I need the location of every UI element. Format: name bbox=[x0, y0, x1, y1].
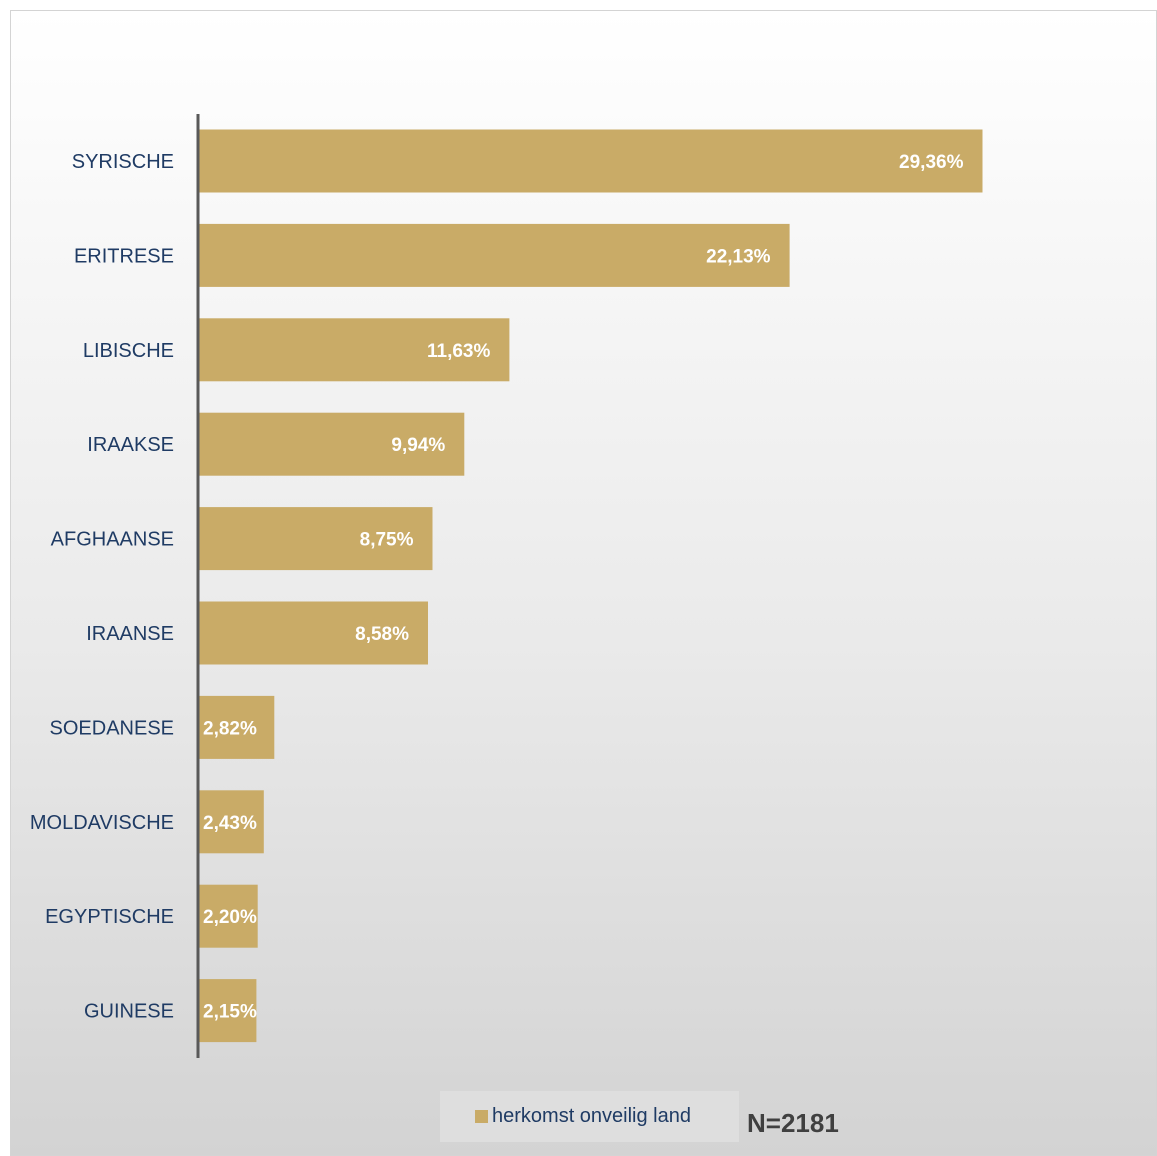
value-label: 2,43% bbox=[203, 813, 257, 834]
bar-afghaanse bbox=[199, 507, 433, 571]
category-label: EGYPTISCHE bbox=[45, 906, 174, 928]
legend-swatch bbox=[475, 1110, 488, 1123]
bar-soedanese bbox=[199, 695, 275, 759]
bar-libische bbox=[199, 318, 510, 382]
chart-frame bbox=[10, 10, 1157, 1156]
value-label: 2,15% bbox=[203, 1002, 257, 1023]
category-label: ERITRESE bbox=[74, 245, 174, 267]
bar-iraanse bbox=[199, 601, 428, 665]
value-label: 9,94% bbox=[391, 435, 445, 456]
bar-moldavische bbox=[199, 790, 264, 854]
category-label: IRAANSE bbox=[86, 623, 174, 645]
bar-eritrese bbox=[199, 223, 790, 287]
sample-size-annotation: N=2181 bbox=[747, 1108, 839, 1138]
category-label: MOLDAVISCHE bbox=[30, 812, 174, 834]
value-label: 8,58% bbox=[355, 624, 409, 645]
bar-syrische bbox=[199, 129, 983, 193]
value-label: 2,82% bbox=[203, 718, 257, 739]
category-label: LIBISCHE bbox=[83, 340, 174, 362]
value-label: 11,63% bbox=[427, 341, 490, 362]
bar-iraakse bbox=[199, 412, 465, 476]
legend: herkomst onveilig land bbox=[440, 1091, 739, 1142]
category-label: SYRISCHE bbox=[72, 151, 174, 173]
value-label: 2,20% bbox=[203, 907, 257, 928]
category-label: SOEDANESE bbox=[50, 717, 174, 739]
bars-group bbox=[199, 129, 983, 1043]
bar-egyptische bbox=[199, 884, 258, 948]
value-label: 8,75% bbox=[360, 530, 414, 551]
category-label: GUINESE bbox=[84, 1001, 174, 1023]
category-label: IRAAKSE bbox=[87, 434, 174, 456]
category-label: AFGHAANSE bbox=[51, 529, 174, 551]
value-label: 22,13% bbox=[706, 246, 771, 267]
value-label: 29,36% bbox=[899, 152, 964, 173]
bar-guinese bbox=[199, 979, 257, 1043]
labels-group: SYRISCHE 29,36% ERITRESE 22,13% LIBISCHE 11,6… bbox=[30, 151, 964, 1023]
legend-label: herkomst onveilig land bbox=[492, 1105, 691, 1127]
